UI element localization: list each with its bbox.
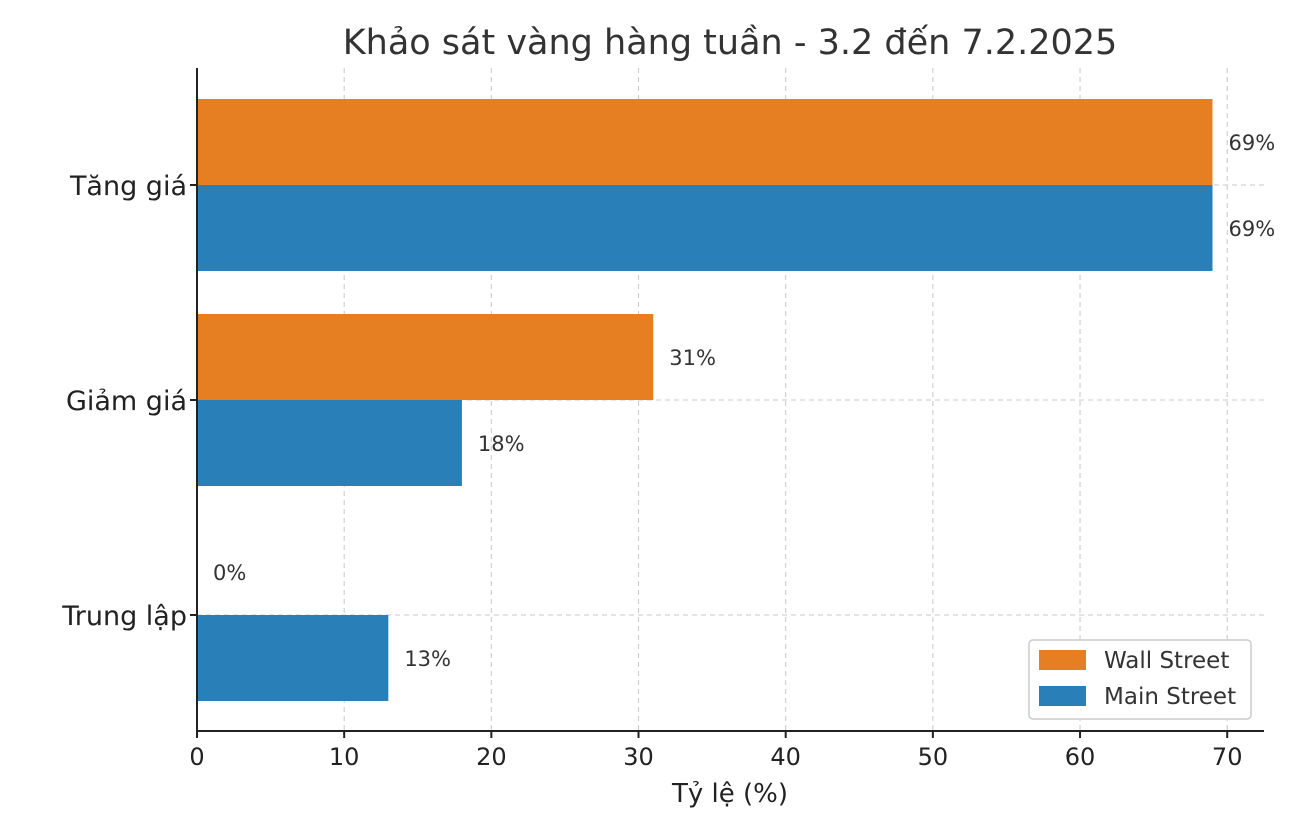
data-label: 69% (1228, 131, 1275, 155)
x-tick-label: 20 (476, 743, 507, 771)
data-label: 31% (669, 346, 716, 370)
x-tick-label: 0 (189, 743, 204, 771)
legend-swatch (1039, 650, 1086, 670)
data-label: 0% (213, 561, 246, 585)
bar (197, 400, 462, 486)
bar (197, 185, 1213, 271)
x-tick-label: 60 (1065, 743, 1096, 771)
category-label: Tăng giá (69, 171, 187, 202)
legend-label: Wall Street (1104, 648, 1229, 674)
legend-swatch (1039, 686, 1086, 706)
category-label: Trung lập (61, 601, 187, 632)
x-axis-title: Tỷ lệ (%) (671, 779, 788, 809)
bar (197, 615, 389, 701)
legend-label: Main Street (1104, 684, 1236, 710)
x-tick-label: 30 (623, 743, 654, 771)
chart-title: Khảo sát vàng hàng tuần - 3.2 đến 7.2.20… (343, 23, 1118, 63)
x-tick-label: 50 (918, 743, 949, 771)
legend: Wall Street Main Street (1028, 639, 1252, 720)
bar (197, 99, 1213, 185)
bar (197, 314, 654, 400)
labels: 69% 31% 0% 69% 18% 13% 0 10 20 30 40 50 60 70 Tăng giá… (61, 131, 1275, 771)
x-tick-label: 40 (770, 743, 801, 771)
data-label: 18% (478, 432, 525, 456)
axes (190, 68, 1264, 738)
category-label: Giảm giá (66, 386, 187, 417)
x-tick-label: 70 (1212, 743, 1243, 771)
data-label: 13% (404, 647, 451, 671)
data-label: 69% (1228, 217, 1275, 241)
x-tick-label: 10 (329, 743, 360, 771)
bars (197, 99, 1213, 701)
